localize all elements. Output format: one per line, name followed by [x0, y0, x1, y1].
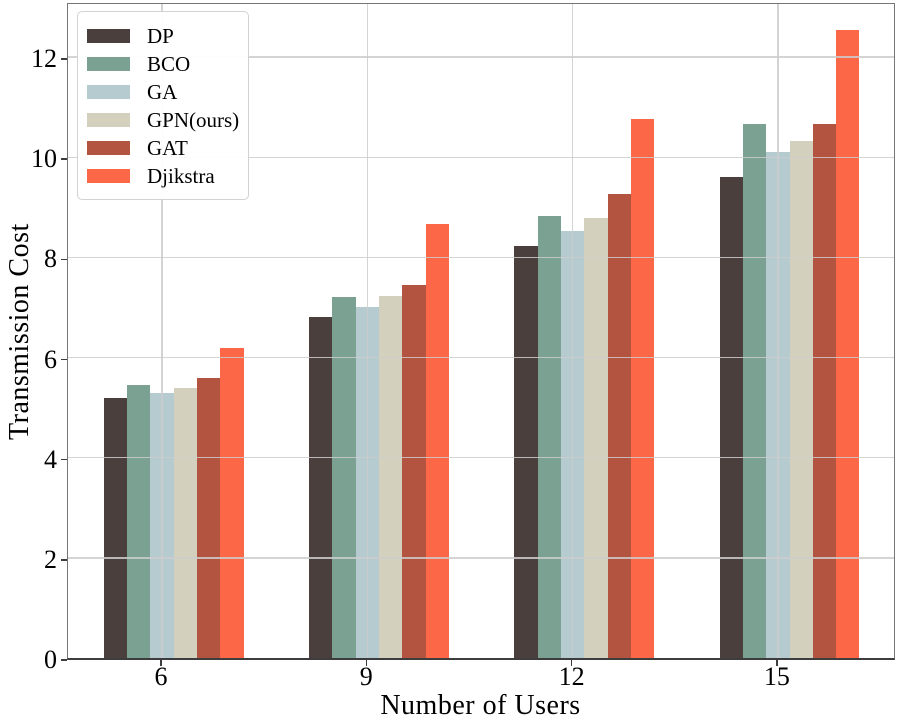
- legend-item-ga: GA: [87, 78, 248, 106]
- legend-swatch-icon: [87, 57, 130, 71]
- y-tick-mark-12: [61, 58, 67, 60]
- bar-bco-x15: [742, 123, 767, 658]
- bar-bco-x9: [332, 297, 356, 658]
- y-tick-mark-0: [61, 659, 67, 661]
- bar-djikstra-x6: [220, 347, 244, 658]
- y-tick-mark-8: [61, 258, 67, 261]
- v-gridline-12: [571, 4, 574, 658]
- legend-item-dp: DP: [87, 22, 248, 50]
- legend-item-gat: GAT: [87, 134, 248, 162]
- h-gridline-6: [67, 356, 894, 359]
- bar-gat-x12: [607, 194, 631, 658]
- bar-gat-x15: [812, 123, 837, 658]
- h-gridline-2: [67, 557, 894, 559]
- v-gridline-9: [366, 4, 368, 658]
- bar-djikstra-x12: [630, 119, 655, 658]
- h-gridline-8: [67, 256, 894, 259]
- legend-swatch-icon: [87, 113, 130, 127]
- x-tick-label-6: 6: [154, 662, 168, 691]
- legend-label: Djikstra: [147, 164, 215, 188]
- bar-gat-x6: [196, 377, 221, 658]
- legend-swatch-icon: [87, 29, 130, 43]
- bar-dp-x15: [719, 177, 743, 658]
- legend-item-gpnours: GPN(ours): [87, 106, 248, 134]
- x-tick-label-12: 12: [558, 662, 585, 691]
- bar-gpnours-x12: [584, 218, 608, 658]
- y-tick-label-4: 4: [44, 444, 57, 474]
- x-axis-title: Number of Users: [380, 690, 581, 721]
- x-tick-mark-9: [365, 660, 368, 666]
- y-tick-label-0: 0: [44, 645, 57, 674]
- y-tick-mark-2: [61, 559, 67, 561]
- bar-dp-x12: [514, 246, 538, 658]
- legend-swatch-icon: [87, 169, 130, 183]
- y-tick-label-8: 8: [44, 244, 57, 274]
- y-tick-label-12: 12: [31, 44, 57, 74]
- x-tick-mark-15: [776, 660, 778, 666]
- h-gridline-10: [67, 156, 894, 158]
- x-tick-label-9: 9: [359, 662, 373, 691]
- v-gridline-15: [777, 4, 779, 658]
- bar-gat-x9: [402, 284, 426, 658]
- y-tick-mark-4: [61, 458, 67, 461]
- y-tick-label-6: 6: [44, 344, 57, 374]
- plot-area: [66, 3, 895, 660]
- legend-item-bco: BCO: [87, 50, 248, 78]
- bar-bco-x12: [537, 216, 561, 658]
- bar-djikstra-x9: [425, 223, 449, 658]
- bar-gpnours-x6: [173, 387, 197, 658]
- v-gridline-6: [161, 4, 163, 658]
- x-tick-label-15: 15: [763, 662, 790, 691]
- bar-dp-x6: [103, 397, 128, 658]
- legend-label: GPN(ours): [147, 108, 240, 132]
- x-tick-mark-6: [160, 660, 162, 666]
- legend-swatch-icon: [87, 141, 130, 155]
- y-tick-mark-10: [61, 158, 67, 161]
- x-tick-mark-12: [570, 660, 573, 666]
- h-gridline-4: [67, 457, 894, 459]
- legend-label: DP: [147, 24, 174, 48]
- bar-bco-x6: [127, 385, 151, 658]
- bar-gpnours-x9: [378, 296, 403, 658]
- legend: DP BCO GA GPN(ours) GAT Djikstra: [77, 11, 249, 200]
- bar-gpnours-x15: [789, 141, 813, 658]
- y-tick-label-2: 2: [44, 544, 57, 574]
- legend-label: GA: [147, 80, 178, 104]
- y-tick-label-10: 10: [31, 144, 57, 174]
- y-tick-mark-6: [61, 358, 67, 361]
- legend-label: GAT: [147, 136, 188, 160]
- h-gridline-12: [67, 56, 894, 58]
- legend-item-djikstra: Djikstra: [87, 162, 248, 190]
- legend-swatch-icon: [87, 85, 130, 99]
- legend-label: BCO: [147, 52, 191, 76]
- bar-dp-x9: [309, 317, 333, 658]
- bar-djikstra-x15: [836, 30, 860, 658]
